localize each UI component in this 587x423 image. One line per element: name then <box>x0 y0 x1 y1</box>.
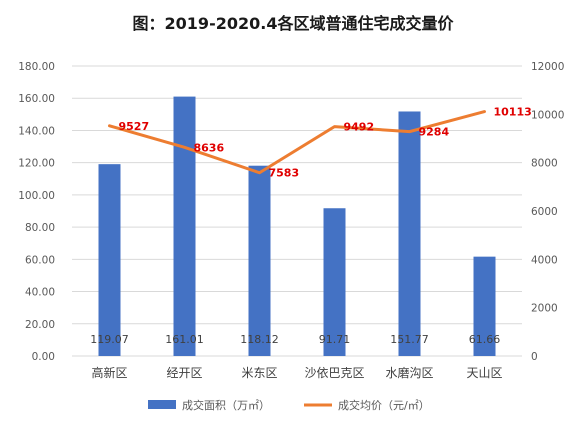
category-label: 水磨沟区 <box>385 366 433 380</box>
y-left-tick-label: 120.00 <box>18 158 55 170</box>
y-right-tick-label: 6000 <box>531 206 558 218</box>
legend-label-line: 成交均价（元/㎡） <box>338 398 430 412</box>
category-label: 沙依巴克区 <box>304 365 364 380</box>
y-left-tick-label: 40.00 <box>25 287 55 299</box>
y-left-tick-label: 20.00 <box>25 319 55 331</box>
y-left-tick-label: 100.00 <box>18 190 55 202</box>
y-right-tick-label: 0 <box>531 351 538 363</box>
y-right-tick-label: 12000 <box>531 61 564 73</box>
category-label: 米东区 <box>241 366 277 380</box>
area-bars <box>98 96 496 357</box>
bar-value-label: 151.77 <box>390 333 429 346</box>
bar-value-label: 161.01 <box>165 333 204 346</box>
y-left-tick-label: 180.00 <box>18 61 55 73</box>
y-right-tick-label: 2000 <box>531 303 558 315</box>
y-right-tick-label: 10000 <box>531 109 564 121</box>
line-value-label: 9527 <box>119 120 150 133</box>
legend-label-bar: 成交面积（万㎡） <box>182 398 270 412</box>
bar <box>248 165 271 356</box>
category-label: 天山区 <box>466 366 502 380</box>
bar-value-label: 61.66 <box>469 333 501 346</box>
bar-value-labels: 119.07 161.01 118.12 91.71 151.77 61.66 <box>90 333 500 346</box>
y-left-tick-label: 80.00 <box>25 222 55 234</box>
y-right-tick-label: 4000 <box>531 254 558 266</box>
line-value-label: 9284 <box>419 126 450 139</box>
bar-value-label: 119.07 <box>90 333 129 346</box>
bar-value-label: 118.12 <box>240 333 279 346</box>
bar-value-label: 91.71 <box>319 333 351 346</box>
y-left-tick-label: 140.00 <box>18 125 55 137</box>
bar <box>173 96 196 356</box>
left-axis-ticks: 0.00 20.00 40.00 60.00 80.00 100.00 120.00 140.… <box>18 61 55 363</box>
gridlines <box>72 65 522 357</box>
legend: 成交面积（万㎡） 成交均价（元/㎡） <box>148 398 430 412</box>
price-series-line <box>108 110 486 175</box>
bar <box>98 164 121 356</box>
bar <box>473 256 496 356</box>
line-value-label: 10113 <box>494 106 532 119</box>
y-left-tick-label: 160.00 <box>18 93 55 105</box>
line-value-labels: 9527 8636 7583 9492 9284 10113 <box>119 106 532 180</box>
bar <box>323 208 346 356</box>
legend-swatch-bar <box>148 400 176 409</box>
right-axis-ticks: 0 2000 4000 6000 8000 10000 12000 <box>531 61 564 363</box>
y-left-tick-label: 0.00 <box>32 351 55 363</box>
category-labels: 高新区 经开区 米东区 沙依巴克区 水磨沟区 天山区 <box>91 365 502 380</box>
line-value-label: 7583 <box>269 167 300 180</box>
category-label: 经开区 <box>166 366 202 380</box>
chart-title: 图：2019-2020.4各区域普通住宅成交量价 <box>133 14 455 33</box>
price-line <box>108 110 486 175</box>
y-left-tick-label: 60.00 <box>25 254 55 266</box>
line-value-label: 9492 <box>344 121 375 134</box>
category-label: 高新区 <box>91 365 127 380</box>
bar <box>398 111 421 357</box>
line-value-label: 8636 <box>194 141 225 154</box>
y-right-tick-label: 8000 <box>531 158 558 170</box>
